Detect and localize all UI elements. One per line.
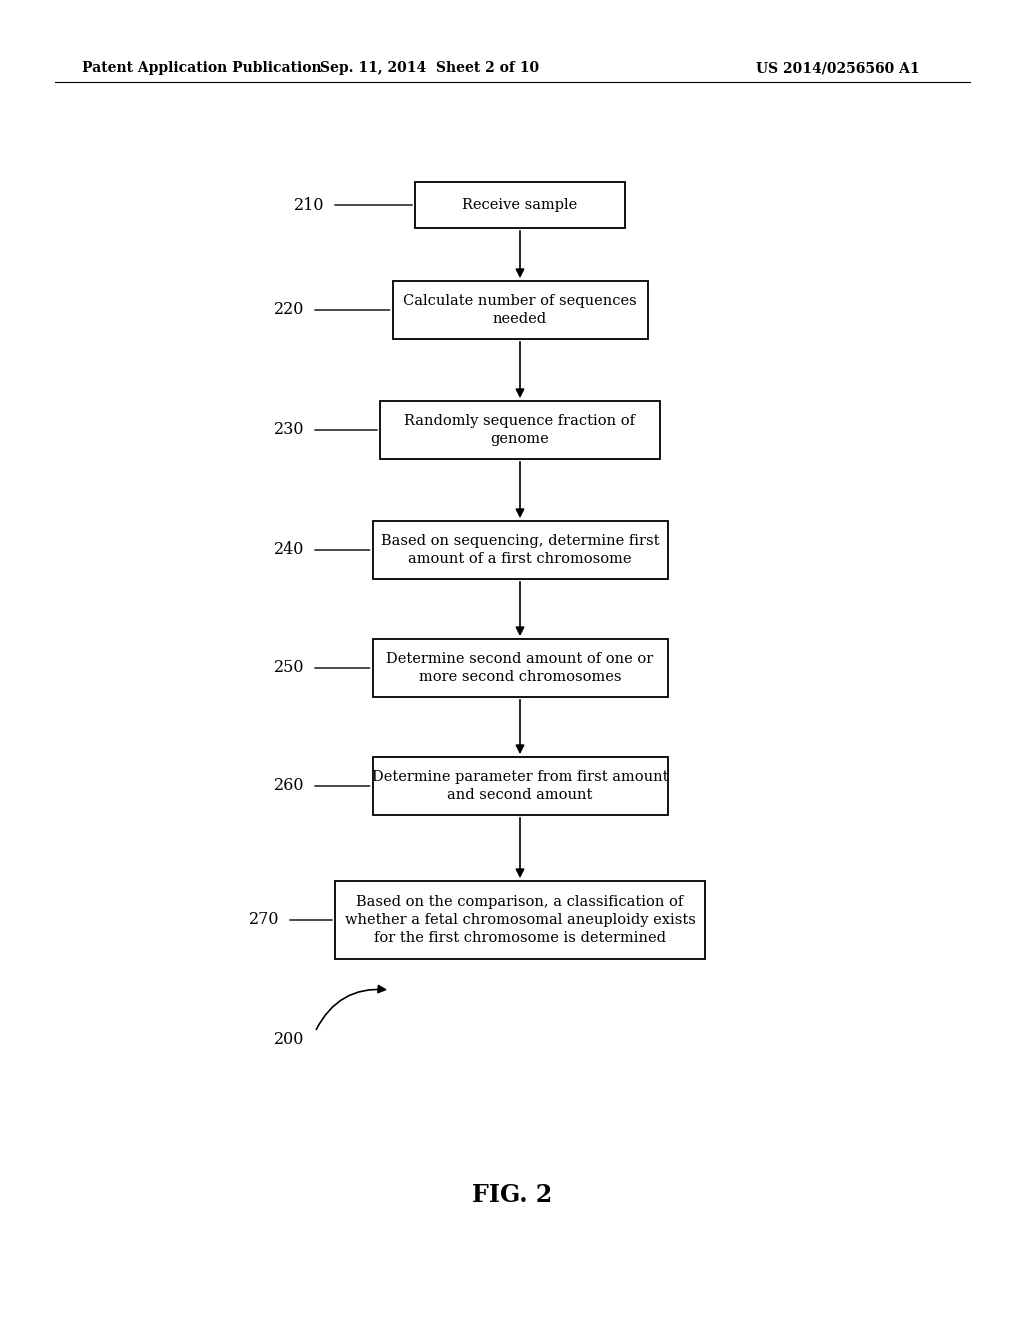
Text: Patent Application Publication: Patent Application Publication [82, 61, 322, 75]
Text: 210: 210 [294, 197, 324, 214]
Bar [373, 521, 668, 579]
Text: US 2014/0256560 A1: US 2014/0256560 A1 [757, 61, 920, 75]
Text: FIG. 2: FIG. 2 [472, 1183, 552, 1206]
Text: Sep. 11, 2014  Sheet 2 of 10: Sep. 11, 2014 Sheet 2 of 10 [321, 61, 540, 75]
Bar [392, 281, 647, 339]
Text: Based on sequencing, determine first
amount of a first chromosome: Based on sequencing, determine first amo… [381, 533, 659, 566]
Text: Randomly sequence fraction of
genome: Randomly sequence fraction of genome [404, 413, 636, 446]
Bar [335, 880, 705, 960]
Text: 230: 230 [273, 421, 304, 438]
Text: Receive sample: Receive sample [463, 198, 578, 213]
Bar [415, 182, 625, 228]
Text: 240: 240 [273, 541, 304, 558]
Text: 250: 250 [273, 660, 304, 676]
Text: Determine second amount of one or
more second chromosomes: Determine second amount of one or more s… [386, 652, 653, 684]
Bar [380, 401, 660, 459]
Text: 260: 260 [273, 777, 304, 795]
Text: Based on the comparison, a classification of
whether a fetal chromosomal aneuplo: Based on the comparison, a classificatio… [344, 895, 695, 945]
Text: Determine parameter from first amount
and second amount: Determine parameter from first amount an… [372, 770, 669, 803]
Bar [373, 756, 668, 814]
Bar [373, 639, 668, 697]
Text: 220: 220 [273, 301, 304, 318]
Text: Calculate number of sequences
needed: Calculate number of sequences needed [403, 294, 637, 326]
Text: 270: 270 [249, 912, 279, 928]
Text: 200: 200 [273, 1031, 304, 1048]
